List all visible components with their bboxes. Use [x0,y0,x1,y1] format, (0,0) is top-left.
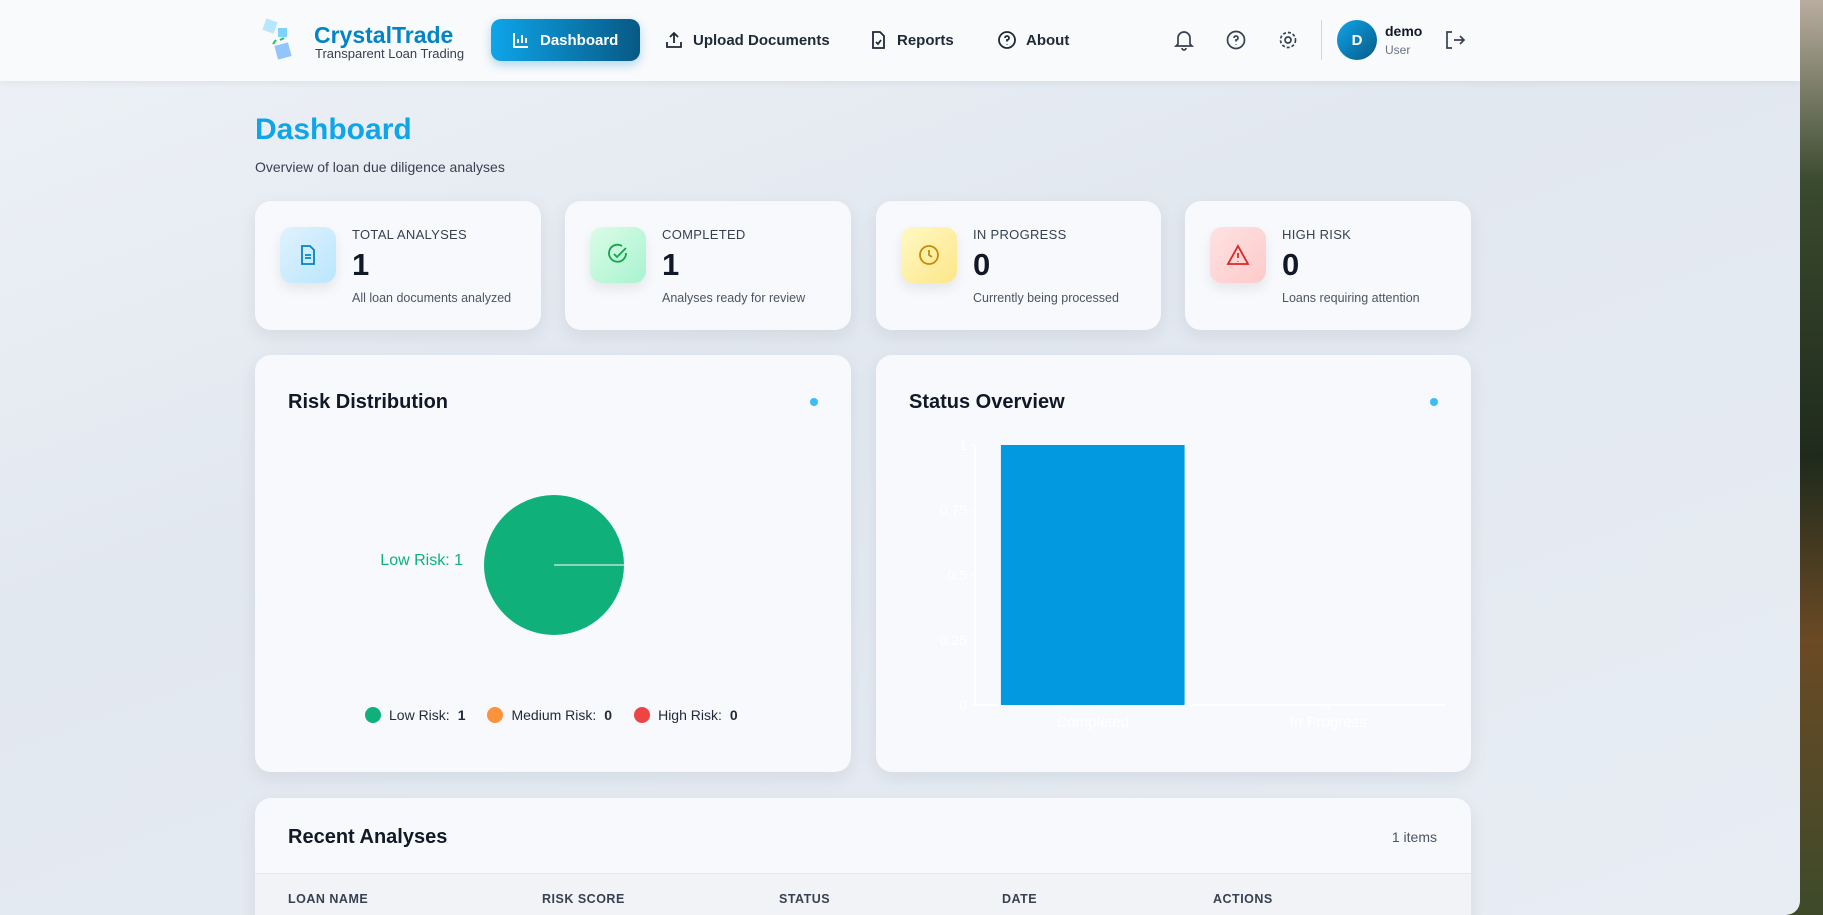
stat-desc: Analyses ready for review [662,291,806,305]
logout-icon[interactable] [1444,29,1466,51]
chart-legend: Low Risk: 1 Medium Risk: 0 High Risk: 0 [365,707,738,723]
divider [1321,20,1322,60]
gear-icon[interactable] [1277,29,1299,51]
stat-value: 0 [973,247,991,282]
recent-analyses-card: Recent Analyses 1 items [255,798,1471,915]
legend-label: High Risk: [658,707,722,723]
bar[interactable] [1000,445,1185,705]
legend-swatch [487,707,504,723]
nav-reports[interactable]: Reports [868,19,954,61]
column-header[interactable]: STATUS [779,892,831,906]
items-count: 1 items [1391,829,1437,845]
document-icon [280,227,336,283]
legend-value: 1 [457,707,466,723]
legend-label: Medium Risk: [511,707,597,723]
stat-card-completed: COMPLETED 1 Analyses ready for review [565,201,851,330]
top-navbar: CrystalTrade Transparent Loan Trading Da… [0,0,1800,81]
app-name: CrystalTrade [314,22,454,48]
chart-title: Risk Distribution [288,391,449,413]
app-tagline: Transparent Loan Trading [315,46,465,61]
legend-swatch [365,707,381,723]
stat-card-high-risk: HIGH RISK 0 Loans requiring attention [1185,201,1471,330]
bar-chart: 0 0.25 0.5 0.75 1 Completed In Progress [940,437,1446,731]
status-overview-card: Status Overview 0 0.25 0.5 0.75 1 Completed In… [876,355,1471,772]
pie-chart: Low Risk: 1 [380,495,624,635]
page-title: Dashboard [255,113,412,146]
legend-label: Low Risk: [389,707,450,723]
stat-card-in-progress: IN PROGRESS 0 Currently being processed [876,201,1161,330]
legend-item[interactable]: Medium Risk: 0 [487,707,612,723]
pie-slice-label: Low Risk: 1 [380,552,463,569]
legend-item[interactable]: High Risk: 0 [634,707,738,723]
upload-icon [664,30,684,50]
status-dot [1430,398,1438,406]
legend-value: 0 [604,707,613,723]
user-name: demo [1385,23,1423,39]
nav-label: Reports [897,31,954,49]
nav-about[interactable]: About [997,19,1069,61]
stat-label: TOTAL ANALYSES [352,227,467,242]
alert-triangle-icon [1210,227,1266,283]
stat-label: COMPLETED [662,227,746,242]
stat-card-total: TOTAL ANALYSES 1 All loan documents anal… [255,201,541,330]
table-header [255,873,1471,915]
bell-icon[interactable] [1173,29,1195,51]
legend-item[interactable]: Low Risk: 1 [365,707,465,723]
y-tick-label: 0.5 [948,567,968,583]
nav-label: Upload Documents [693,31,830,49]
user-role: User [1385,43,1411,57]
clock-icon [901,227,957,283]
risk-distribution-card: Risk Distribution Low Risk: 1 Low Risk: 1… [255,355,851,772]
stat-desc: Currently being processed [973,291,1119,305]
y-tick-label: 0.25 [940,632,967,648]
nav-label: About [1026,31,1070,49]
column-header[interactable]: DATE [1002,892,1038,906]
legend-value: 0 [729,707,738,723]
nav-upload-documents[interactable]: Upload Documents [664,19,830,61]
page-subtitle: Overview of loan due diligence analyses [255,159,505,175]
legend-swatch [634,707,651,723]
logo-icon [262,18,292,60]
column-header[interactable]: ACTIONS [1213,892,1273,906]
stat-desc: All loan documents analyzed [352,291,512,305]
bar-chart-icon [511,30,531,50]
nav-label: Dashboard [540,31,619,49]
help-circle-icon [997,30,1017,50]
avatar[interactable]: D [1337,20,1377,60]
y-tick-label: 1 [959,437,967,453]
y-tick-label: 0.75 [940,502,967,518]
section-title: Recent Analyses [288,826,448,848]
file-check-icon [868,30,888,50]
stat-value: 0 [1282,247,1300,282]
stat-value: 1 [662,247,680,282]
stat-label: HIGH RISK [1282,227,1352,242]
status-dot [810,398,818,406]
stat-label: IN PROGRESS [973,227,1067,242]
x-tick-label: Completed [1056,714,1129,731]
column-header[interactable]: RISK SCORE [542,892,625,906]
nav-dashboard[interactable]: Dashboard [491,19,640,61]
y-tick-label: 0 [959,697,967,713]
help-icon[interactable] [1225,29,1247,51]
column-header[interactable]: LOAN NAME [288,892,369,906]
check-circle-icon [590,227,646,283]
stat-value: 1 [352,247,370,282]
stat-desc: Loans requiring attention [1282,291,1420,305]
chart-title: Status Overview [909,391,1065,413]
x-tick-label: In Progress [1290,714,1367,731]
